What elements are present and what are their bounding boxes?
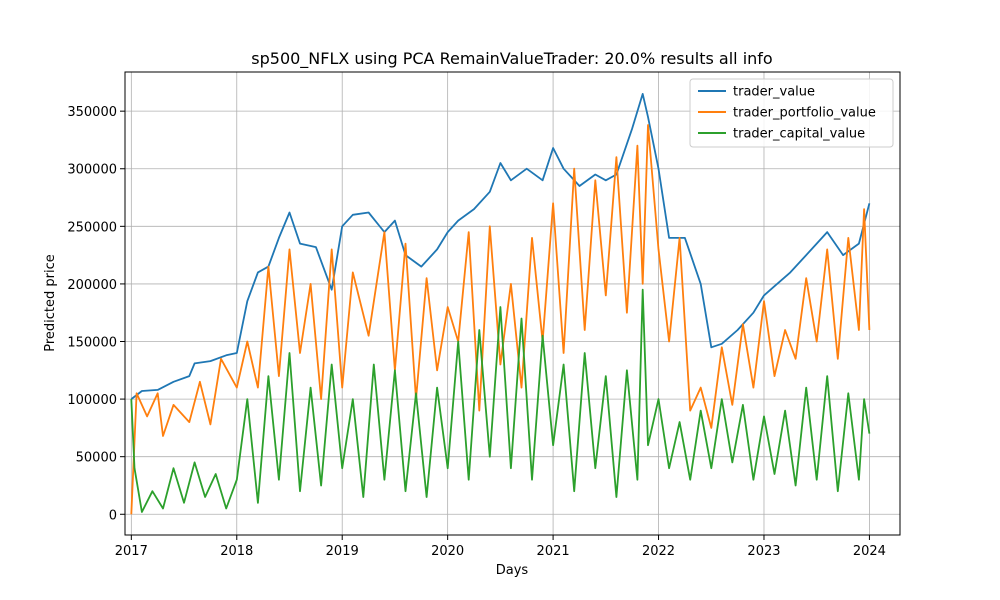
x-tick-label: 2020 <box>431 544 464 559</box>
plot-frame <box>124 71 901 536</box>
y-tick-label: 250000 <box>67 220 117 235</box>
legend-box <box>689 78 894 148</box>
x-axis-label: Days <box>496 563 529 578</box>
legend: trader_value trader_portfolio_valuetrader… <box>689 78 894 148</box>
series-lines <box>130 93 871 515</box>
x-tick-label: 2019 <box>326 544 359 559</box>
x-tick-label: 2024 <box>853 544 886 559</box>
legend-label: trader_value <box>733 85 815 100</box>
y-tick-label: 100000 <box>67 393 117 408</box>
y-tick-label: 0 <box>109 508 117 523</box>
legend-label: trader_capital_value <box>733 127 865 142</box>
x-tick-label: 2022 <box>642 544 675 559</box>
series-line-trader-portfolio-value <box>130 124 871 515</box>
y-tick-label: 200000 <box>67 278 117 293</box>
x-tick-label: 2023 <box>747 544 780 559</box>
x-tick-label: 2017 <box>115 544 148 559</box>
x-tick-label: 2018 <box>220 544 253 559</box>
x-axis: 2017 2018 2019 2020 2021 2022 2023 2024 <box>115 535 886 559</box>
y-tick-label: 300000 <box>67 163 117 178</box>
legend-label: trader_portfolio_value <box>733 106 876 121</box>
chart-title: sp500_NFLX using PCA RemainValueTrader: … <box>251 49 772 69</box>
y-tick-label: 350000 <box>67 105 117 120</box>
x-tick-label: 2021 <box>537 544 570 559</box>
y-tick-label: 50000 <box>76 451 117 466</box>
y-axis: 0 50000 100000 150000 200000 250000 300000 3500… <box>67 105 125 523</box>
series-line-trader-capital-value <box>130 288 871 513</box>
y-tick-label: 150000 <box>67 336 117 351</box>
y-axis-label: Predicted price <box>43 254 58 352</box>
